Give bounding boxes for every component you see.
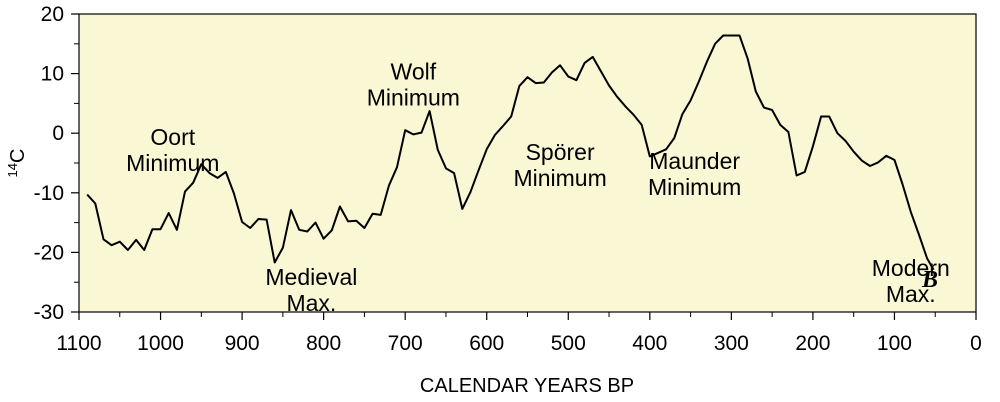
annotation-modern: Modern Max.	[872, 255, 950, 307]
annotation-line: Minimum	[648, 174, 741, 200]
y-tick-label: 0	[52, 122, 64, 145]
y-axis-title-superscript: 14	[5, 163, 20, 177]
annotation-wolf: Wolf Minimum	[367, 59, 460, 111]
annotation-line: Max.	[286, 290, 336, 316]
y-tick-label: -10	[34, 182, 64, 205]
annotation-line: Minimum	[126, 150, 219, 176]
series-line-14c	[86, 34, 935, 271]
annotation-line: Medieval	[265, 264, 357, 290]
annotation-line: Wolf	[391, 59, 437, 85]
axis-ticks	[71, 13, 977, 320]
x-tick-label: 1100	[56, 332, 101, 355]
annotation-maunder: Maunder Minimum	[648, 148, 741, 200]
annotation-line: Maunder	[649, 148, 740, 174]
x-tick-label: 1000	[137, 332, 184, 355]
x-tick-label: 900	[225, 332, 260, 355]
annotation-line: Spörer	[526, 139, 595, 165]
x-tick-label: 200	[795, 332, 830, 355]
x-tick-label: 600	[469, 332, 504, 355]
y-tick-label: 10	[41, 63, 64, 86]
x-tick-label: 400	[632, 332, 667, 355]
y-axis-title: 14C	[5, 149, 29, 178]
y-axis-title-base: C	[7, 149, 29, 163]
y-tick-label: -30	[34, 301, 64, 324]
x-tick-label: 300	[714, 332, 749, 355]
annotation-line: Oort	[150, 124, 195, 150]
plot-area	[78, 13, 977, 313]
x-axis-title: CALENDAR YEARS BP	[420, 375, 634, 397]
y-tick-label: -20	[34, 241, 64, 264]
annotation-sporer: Spörer Minimum	[513, 139, 606, 191]
annotation-medieval: Medieval Max.	[265, 264, 357, 316]
tick-labels: 1100 1000 900 800 700 600 500 400 300 200 100 0-30-…	[34, 3, 982, 355]
annotation-line: Minimum	[367, 85, 460, 111]
x-tick-label: 500	[551, 332, 586, 355]
x-tick-label: 800	[306, 332, 341, 355]
annotation-oort: Oort Minimum	[126, 124, 219, 176]
y-tick-label: 20	[41, 3, 64, 26]
x-tick-label: 0	[970, 332, 982, 355]
panel-label: B	[921, 267, 938, 293]
annotation-line: Max.	[886, 281, 936, 307]
x-tick-label: 700	[388, 332, 423, 355]
annotation-line: Minimum	[513, 165, 606, 191]
x-tick-label: 100	[877, 332, 912, 355]
annotation-line: Modern	[872, 255, 950, 281]
